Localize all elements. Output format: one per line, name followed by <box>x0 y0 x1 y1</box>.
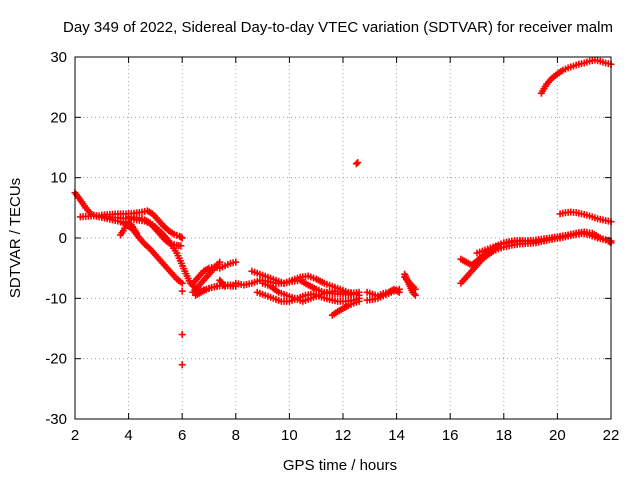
x-tick-label: 20 <box>549 427 566 444</box>
chart-title: Day 349 of 2022, Sidereal Day-to-day VTE… <box>63 19 613 36</box>
data-point <box>411 291 419 299</box>
data-point <box>178 234 186 242</box>
data-point <box>220 281 228 289</box>
data-point <box>410 290 418 298</box>
data-point <box>395 288 403 296</box>
data-point <box>354 159 362 167</box>
x-tick-label: 18 <box>495 427 512 444</box>
x-tick-label: 8 <box>232 427 240 444</box>
x-tick-label: 6 <box>178 427 186 444</box>
data-point <box>178 361 186 369</box>
data-point <box>177 242 185 250</box>
y-tick-label: 20 <box>50 109 67 126</box>
data-point <box>177 233 185 241</box>
y-tick-label: -20 <box>45 351 67 368</box>
x-tick-label: 22 <box>603 427 620 444</box>
data-point <box>352 160 360 168</box>
data-point <box>355 288 363 296</box>
y-tick-label: -30 <box>45 411 67 428</box>
grid-lines <box>75 57 611 419</box>
x-axis-label: GPS time / hours <box>283 457 397 474</box>
y-tick-label: 10 <box>50 170 67 187</box>
data-point <box>133 229 141 237</box>
x-tick-label: 12 <box>335 427 352 444</box>
x-tick-label: 2 <box>71 427 79 444</box>
y-axis-label: SDTVAR / TECUs <box>7 178 24 298</box>
data-point <box>606 238 614 246</box>
data-point <box>216 258 224 266</box>
data-point <box>411 285 419 293</box>
data-point <box>178 331 186 339</box>
data-point <box>178 287 186 295</box>
data-point <box>355 297 363 305</box>
x-tick-label: 10 <box>281 427 298 444</box>
axis-ticks: 2 4 6 8 10 12 14 16 18 20 22 -30 -20 -10 0 10 20 30 <box>45 49 619 444</box>
data-point <box>232 258 240 266</box>
y-tick-label: -10 <box>45 290 67 307</box>
y-tick-label: 0 <box>59 230 67 247</box>
data-marks <box>71 56 615 369</box>
data-point <box>221 282 229 290</box>
x-tick-label: 14 <box>388 427 405 444</box>
x-tick-label: 16 <box>442 427 459 444</box>
y-tick-label: 30 <box>50 49 67 66</box>
x-tick-label: 4 <box>124 427 132 444</box>
data-point <box>178 279 186 287</box>
